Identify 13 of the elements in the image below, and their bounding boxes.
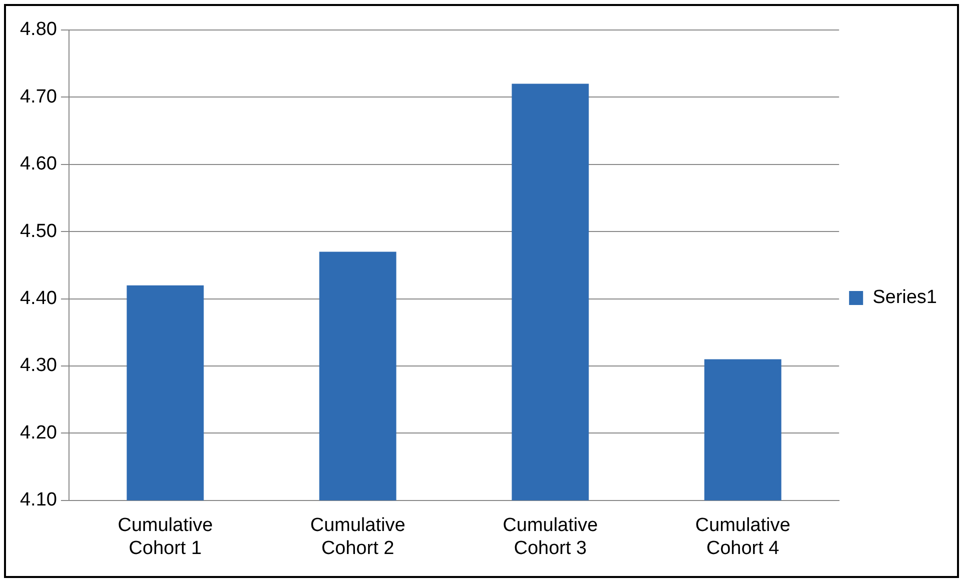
y-tick-label: 4.30 [20,355,57,376]
y-tick-label: 4.70 [20,86,57,108]
y-tick-label: 4.20 [20,422,57,444]
y-tick-label: 4.80 [20,19,57,40]
y-tick-label: 4.50 [20,220,57,242]
x-tick-label: Cumulative Cohort 2 [310,515,406,559]
y-tick-label: 4.10 [20,490,57,511]
y-tick-label: 4.60 [20,154,57,175]
y-tick-label: 4.40 [20,288,57,310]
x-tick-label: Cumulative Cohort 1 [118,515,213,559]
x-tick-label: Cumulative Cohort 3 [502,515,598,559]
legend-label: Series1 [872,287,937,308]
x-tick-label: Cumulative Cohort 4 [695,515,790,559]
